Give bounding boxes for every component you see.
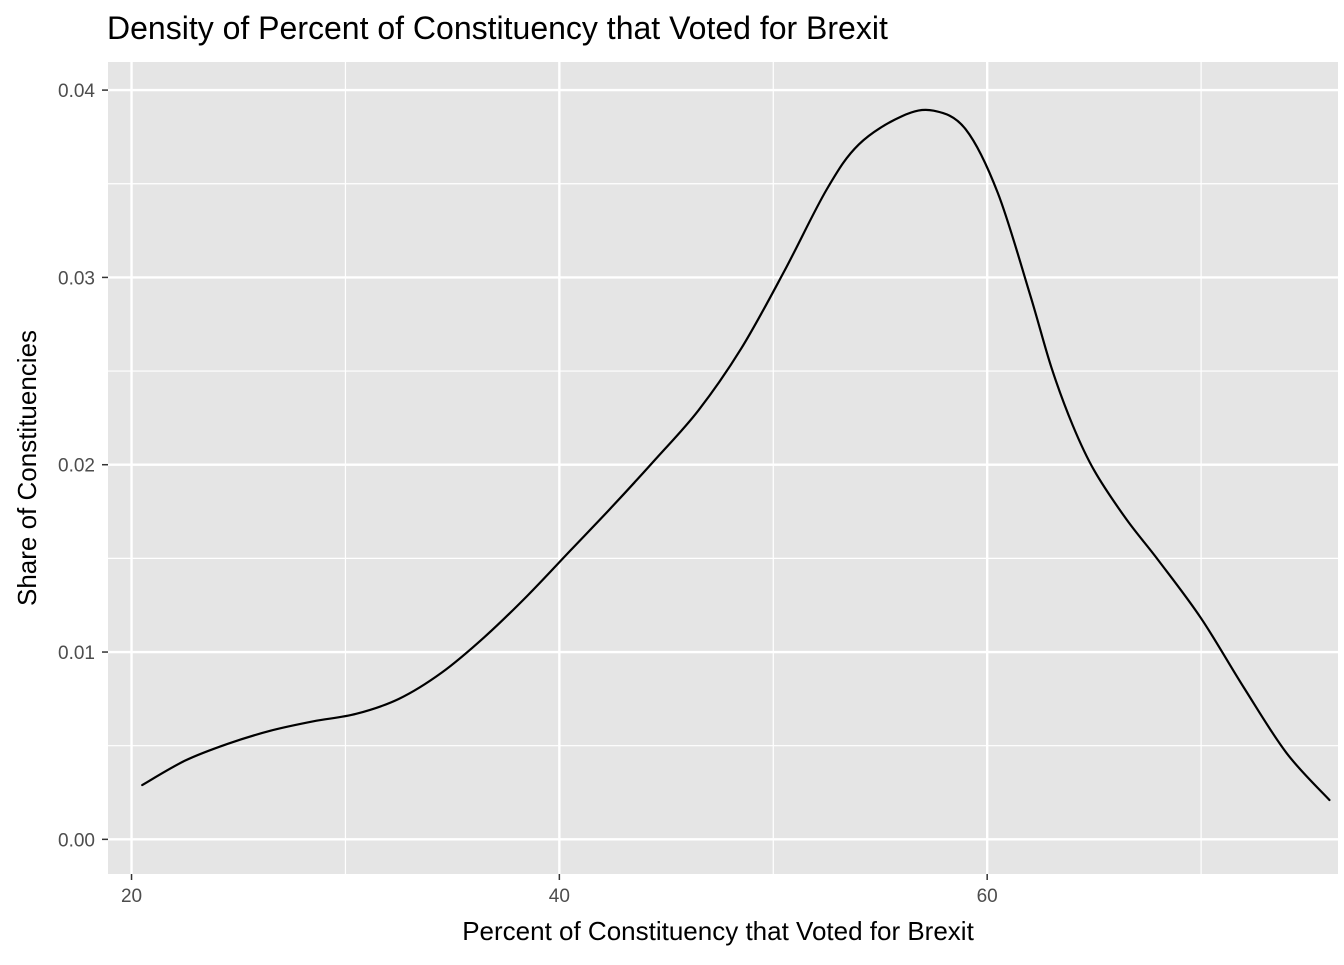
x-tick-label: 40: [549, 886, 570, 907]
y-axis: 0.00 0.01 0.02 0.03 0.04: [58, 81, 108, 851]
y-tick-label: 0.04: [58, 81, 95, 102]
x-axis-title: Percent of Constituency that Voted for B…: [462, 916, 974, 946]
x-tick-label: 20: [121, 886, 142, 907]
y-tick-label: 0.03: [58, 268, 95, 289]
y-axis-title: Share of Constituencies: [12, 330, 42, 606]
y-tick-label: 0.01: [58, 643, 95, 664]
x-axis: 20 40 60: [121, 874, 998, 907]
y-tick-label: 0.00: [58, 830, 95, 851]
y-tick-label: 0.02: [58, 456, 95, 477]
x-tick-label: 60: [977, 886, 998, 907]
chart-title: Density of Percent of Constituency that …: [107, 10, 888, 46]
